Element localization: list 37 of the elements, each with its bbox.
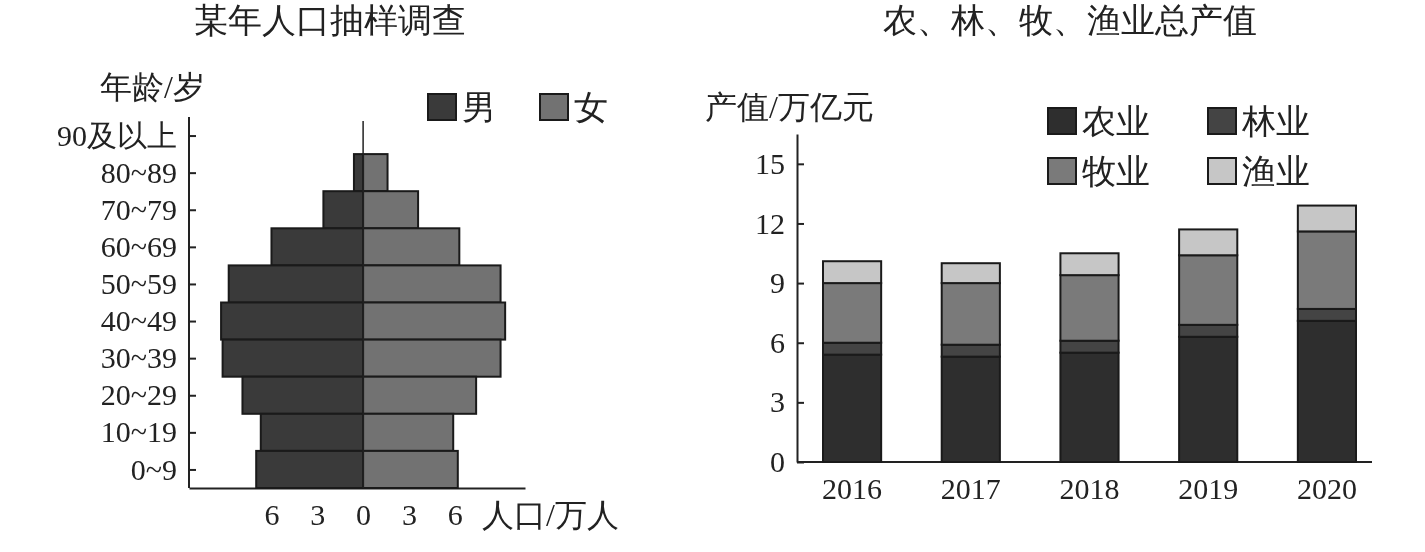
- y-tick-label: 6: [770, 325, 785, 359]
- x-axis-title: 人口/万人: [482, 497, 619, 533]
- y-tick-label: 80~89: [100, 155, 177, 189]
- legend-label: 农业: [1082, 103, 1150, 140]
- y-tick-label: 10~19: [100, 415, 177, 449]
- legend-label: 男: [462, 89, 496, 126]
- legend-label: 牧业: [1082, 153, 1150, 190]
- x-tick-label: 6: [447, 498, 463, 532]
- x-tick-label: 0: [356, 498, 372, 532]
- legend-label: 林业: [1241, 103, 1310, 140]
- x-tick-label: 3: [310, 498, 326, 532]
- y-tick-label: 20~29: [100, 378, 177, 412]
- x-tick-label: 2020: [1296, 472, 1357, 506]
- x-tick-label: 6: [264, 498, 280, 532]
- y-axis-title: 产值/万亿元: [705, 89, 874, 125]
- y-tick-label: 70~79: [100, 192, 177, 226]
- x-tick-label: 2019: [1178, 472, 1239, 506]
- y-tick-label: 90及以上: [57, 118, 177, 152]
- x-tick-label: 3: [401, 498, 417, 532]
- y-tick-label: 40~49: [100, 304, 177, 338]
- y-tick-label: 0: [770, 445, 785, 479]
- legend-label: 女: [574, 89, 608, 126]
- chart-title: 农、林、牧、渔业总产值: [883, 2, 1257, 39]
- y-tick-label: 3: [770, 385, 785, 419]
- y-tick-label: 12: [755, 206, 785, 240]
- y-axis-title: 年龄/岁: [100, 69, 205, 105]
- y-tick-label: 15: [755, 146, 785, 180]
- x-tick-label: 2018: [1059, 472, 1120, 506]
- y-tick-label: 9: [770, 266, 785, 300]
- y-tick-label: 0~9: [130, 452, 177, 486]
- y-tick-label: 60~69: [100, 229, 177, 263]
- x-tick-label: 2016: [822, 472, 883, 506]
- y-tick-label: 30~39: [100, 341, 177, 375]
- chart-title: 某年人口抽样调查: [194, 2, 466, 39]
- x-tick-label: 2017: [940, 472, 1001, 506]
- legend-label: 渔业: [1242, 153, 1310, 190]
- y-tick-label: 50~59: [100, 267, 177, 301]
